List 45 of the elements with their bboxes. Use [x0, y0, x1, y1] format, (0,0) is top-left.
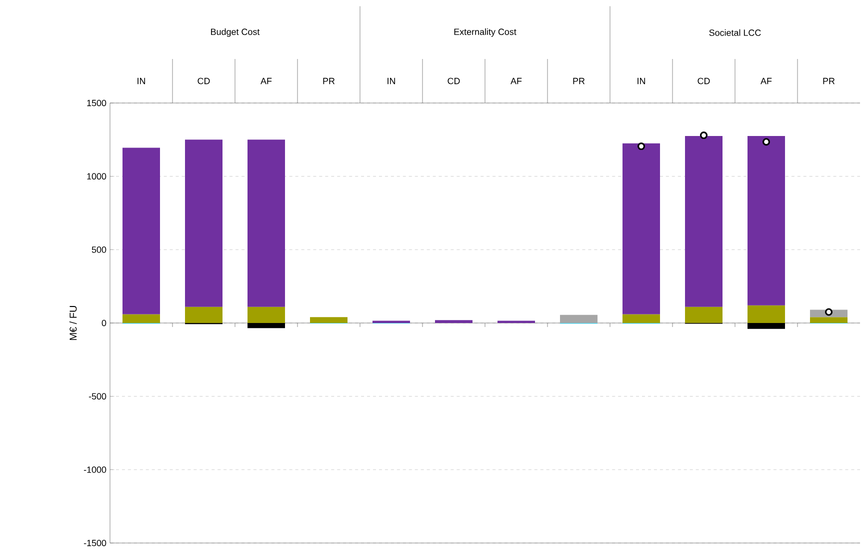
- y-tick-label: 1000: [87, 173, 106, 180]
- bar: [685, 136, 723, 307]
- y-tick-label: -1000: [84, 466, 106, 473]
- bar: [185, 140, 222, 307]
- bar: [810, 317, 848, 323]
- y-tick-label: -1500: [84, 540, 106, 546]
- bar: [748, 305, 786, 323]
- text: Societal LCC: [709, 29, 761, 36]
- y-tick-label: 0: [102, 320, 106, 326]
- x-tick-label: AF: [760, 78, 772, 84]
- bar: [685, 306, 723, 323]
- point: [700, 131, 708, 140]
- bar: [122, 148, 160, 314]
- x-tick-label: IN: [388, 78, 396, 84]
- x-tick-label: AF: [260, 78, 272, 84]
- bar: [622, 143, 660, 314]
- x-tick-label: IN: [138, 78, 146, 84]
- text: Externality Cost: [454, 28, 516, 37]
- y-tick-label: -500: [88, 393, 106, 400]
- x-tick-label: CD: [198, 78, 210, 84]
- bar: [748, 136, 786, 306]
- bar: [248, 140, 286, 307]
- bar: [248, 323, 286, 328]
- x-tick-label: PR: [573, 78, 585, 84]
- y-tick-label: 500: [92, 246, 106, 253]
- bar: [748, 323, 786, 329]
- bar: [310, 317, 348, 323]
- bar: [248, 306, 286, 323]
- point: [637, 142, 646, 150]
- x-tick-label: IN: [638, 78, 646, 84]
- text: Budget Cost: [211, 28, 260, 37]
- point: [824, 308, 833, 316]
- bar: [560, 314, 598, 323]
- y-axis-title: M€ / FU: [69, 306, 77, 340]
- bar: [435, 320, 473, 323]
- bar: [185, 306, 222, 323]
- x-tick-label: PR: [823, 78, 835, 84]
- point: [762, 138, 770, 146]
- bar: [122, 314, 160, 323]
- x-tick-label: AF: [510, 78, 522, 84]
- x-tick-label: PR: [323, 78, 335, 84]
- y-tick-label: 1500: [87, 100, 106, 106]
- x-tick-label: CD: [448, 78, 460, 84]
- bar: [622, 314, 660, 323]
- x-tick-label: CD: [698, 78, 710, 84]
